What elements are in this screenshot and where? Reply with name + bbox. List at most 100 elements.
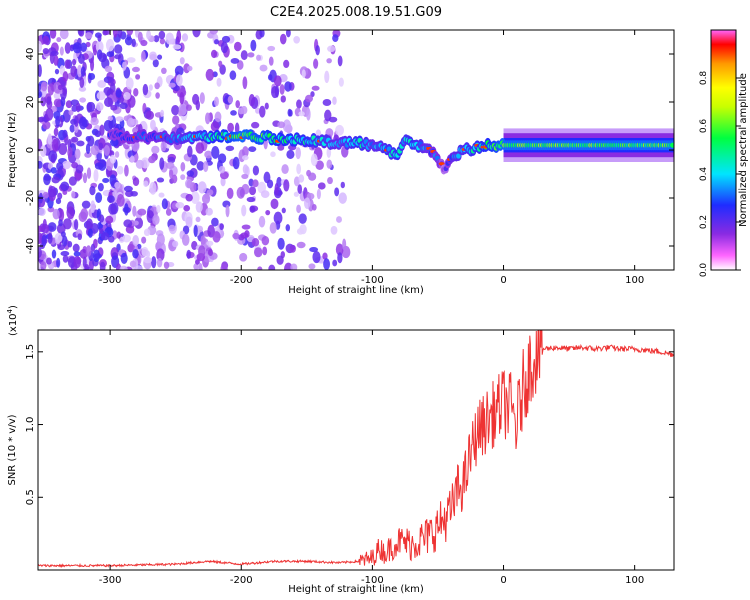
- heatmap-noise-cell: [155, 92, 160, 99]
- snr-series-line: [38, 330, 674, 568]
- heatmap-noise-cell: [332, 96, 337, 105]
- heatmap-noise-cell: [143, 180, 149, 187]
- spectrogram-y-tick-label: 40: [25, 48, 36, 61]
- colorbar-tick-label: 0.2: [699, 215, 709, 229]
- heatmap-noise-cell: [60, 181, 70, 192]
- heatmap-noise-cell: [63, 218, 72, 230]
- heatmap-ridge-core: [456, 153, 461, 159]
- heatmap-noise-cell: [285, 224, 291, 232]
- heatmap-noise-cell: [240, 232, 249, 239]
- heatmap-noise-cell: [109, 154, 116, 164]
- heatmap-noise-cell: [116, 231, 122, 239]
- heatmap-noise-cell: [145, 250, 151, 258]
- heatmap-noise-cell: [108, 76, 115, 84]
- heatmap-noise-cell: [183, 205, 191, 212]
- heatmap-noise-cell: [330, 225, 338, 235]
- heatmap-noise-cell: [149, 54, 158, 61]
- heatmap-noise-cell: [85, 143, 91, 155]
- heatmap-noise-cell: [221, 35, 231, 43]
- snr-frame: [37, 329, 675, 571]
- heatmap-noise-cell: [249, 205, 256, 213]
- heatmap-noise-cell: [126, 30, 134, 36]
- heatmap-noise-cell: [98, 52, 107, 63]
- heatmap-noise-cell: [58, 208, 65, 222]
- heatmap-noise-cell: [176, 30, 182, 43]
- heatmap-noise-cell: [97, 182, 104, 192]
- heatmap-noise-cell: [78, 116, 88, 130]
- heatmap-noise-cell: [169, 169, 174, 179]
- heatmap-noise-cell: [126, 57, 136, 63]
- heatmap-noise-cell: [211, 145, 220, 159]
- snr-y-tick-label: 0.5: [25, 489, 36, 505]
- heatmap-noise-cell: [42, 120, 51, 130]
- heatmap-noise-cell: [218, 165, 226, 174]
- heatmap-noise-cell: [125, 225, 135, 234]
- heatmap-noise-cell: [99, 227, 104, 235]
- heatmap-noise-cell: [308, 263, 316, 270]
- heatmap-noise-cell: [180, 161, 186, 172]
- heatmap-noise-cell: [337, 252, 343, 264]
- heatmap-noise-cell: [108, 203, 117, 215]
- heatmap-noise-cell: [206, 189, 214, 196]
- heatmap-noise-cell: [335, 243, 344, 256]
- heatmap-noise-cell: [324, 70, 330, 84]
- heatmap-noise-cell: [213, 96, 219, 107]
- heatmap-noise-cell: [172, 44, 182, 50]
- heatmap-noise-cell: [124, 164, 129, 177]
- spectrogram-x-tick-label: -100: [361, 275, 384, 286]
- heatmap-noise-cell: [165, 32, 175, 45]
- heatmap-noise-cell: [241, 204, 247, 217]
- heatmap-noise-cell: [47, 83, 55, 96]
- heatmap-noise-cell: [84, 151, 92, 158]
- heatmap-noise-cell: [53, 98, 63, 108]
- heatmap-noise-cell: [55, 239, 61, 245]
- heatmap-noise-cell: [174, 65, 184, 77]
- heatmap-noise-cell: [148, 155, 156, 164]
- heatmap-noise-cell: [56, 162, 64, 171]
- heatmap-noise-cell: [160, 140, 167, 152]
- heatmap-noise-cell: [104, 65, 113, 73]
- heatmap-noise-cell: [80, 66, 86, 77]
- heatmap-noise-cell: [57, 84, 63, 91]
- heatmap-noise-cell: [249, 186, 257, 196]
- heatmap-noise-cell: [40, 81, 48, 92]
- heatmap-noise-cell: [47, 162, 53, 170]
- heatmap-noise-cell: [90, 200, 96, 213]
- heatmap-noise-cell: [270, 151, 276, 158]
- heatmap-noise-cell: [132, 205, 137, 217]
- heatmap-noise-cell: [85, 218, 94, 231]
- heatmap-noise-cell: [62, 71, 69, 82]
- snr-y-scale-label: (x104): [6, 305, 19, 336]
- heatmap-noise-cell: [76, 140, 85, 147]
- heatmap-noise-cell: [130, 155, 135, 163]
- heatmap-noise-cell: [55, 198, 62, 205]
- heatmap-noise-cell: [172, 115, 180, 125]
- heatmap-noise-cell: [250, 39, 257, 52]
- heatmap-noise-cell: [42, 35, 50, 45]
- heatmap-noise-cell: [315, 44, 320, 56]
- heatmap-noise-cell: [43, 173, 51, 186]
- heatmap-noise-cell: [265, 210, 271, 216]
- heatmap-noise-cell: [78, 86, 87, 92]
- heatmap-noise-cell: [124, 203, 129, 216]
- heatmap-noise-cell: [248, 146, 257, 152]
- heatmap-noise-cell: [57, 192, 63, 200]
- heatmap-noise-cell: [248, 94, 256, 107]
- heatmap-noise-cell: [72, 243, 80, 253]
- heatmap-noise-cell: [38, 207, 46, 217]
- heatmap-noise-cell: [114, 181, 121, 189]
- heatmap-noise-cell: [186, 65, 193, 72]
- heatmap-noise-cell: [41, 223, 50, 234]
- heatmap-noise-cell: [135, 74, 141, 80]
- heatmap-noise-cell: [308, 172, 317, 181]
- heatmap-noise-cell: [72, 42, 82, 54]
- heatmap-noise-cell: [193, 263, 199, 270]
- heatmap-noise-cell: [252, 179, 259, 188]
- heatmap-noise-cell: [273, 75, 282, 87]
- heatmap-noise-cell: [77, 64, 83, 78]
- heatmap-noise-cell: [171, 105, 180, 116]
- snr-x-tick-label: -300: [99, 575, 122, 586]
- heatmap-noise-cell: [157, 54, 163, 60]
- heatmap-noise-cell: [64, 59, 71, 69]
- heatmap-noise-cell: [286, 149, 295, 159]
